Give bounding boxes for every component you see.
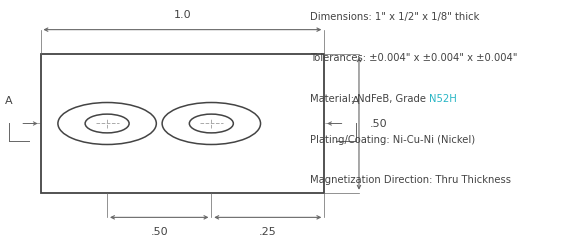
Circle shape — [162, 103, 261, 144]
Circle shape — [189, 114, 233, 133]
Text: A: A — [5, 96, 13, 106]
Bar — [41, 54, 324, 193]
Text: .50: .50 — [369, 119, 387, 128]
Text: .25: .25 — [259, 227, 277, 237]
Text: 1.0: 1.0 — [174, 10, 191, 20]
Text: Dimensions: 1" x 1/2" x 1/8" thick: Dimensions: 1" x 1/2" x 1/8" thick — [310, 12, 479, 22]
Circle shape — [58, 103, 156, 144]
Text: Tolerances: ±0.004" x ±0.004" x ±0.004": Tolerances: ±0.004" x ±0.004" x ±0.004" — [310, 53, 517, 63]
Text: Material: NdFeB, Grade: Material: NdFeB, Grade — [310, 94, 429, 104]
Text: Plating/Coating: Ni-Cu-Ni (Nickel): Plating/Coating: Ni-Cu-Ni (Nickel) — [310, 135, 475, 144]
Text: A: A — [352, 96, 360, 106]
Text: Magnetization Direction: Thru Thickness: Magnetization Direction: Thru Thickness — [310, 175, 511, 185]
Text: .50: .50 — [151, 227, 168, 237]
Text: N52H: N52H — [429, 94, 457, 104]
Circle shape — [85, 114, 129, 133]
